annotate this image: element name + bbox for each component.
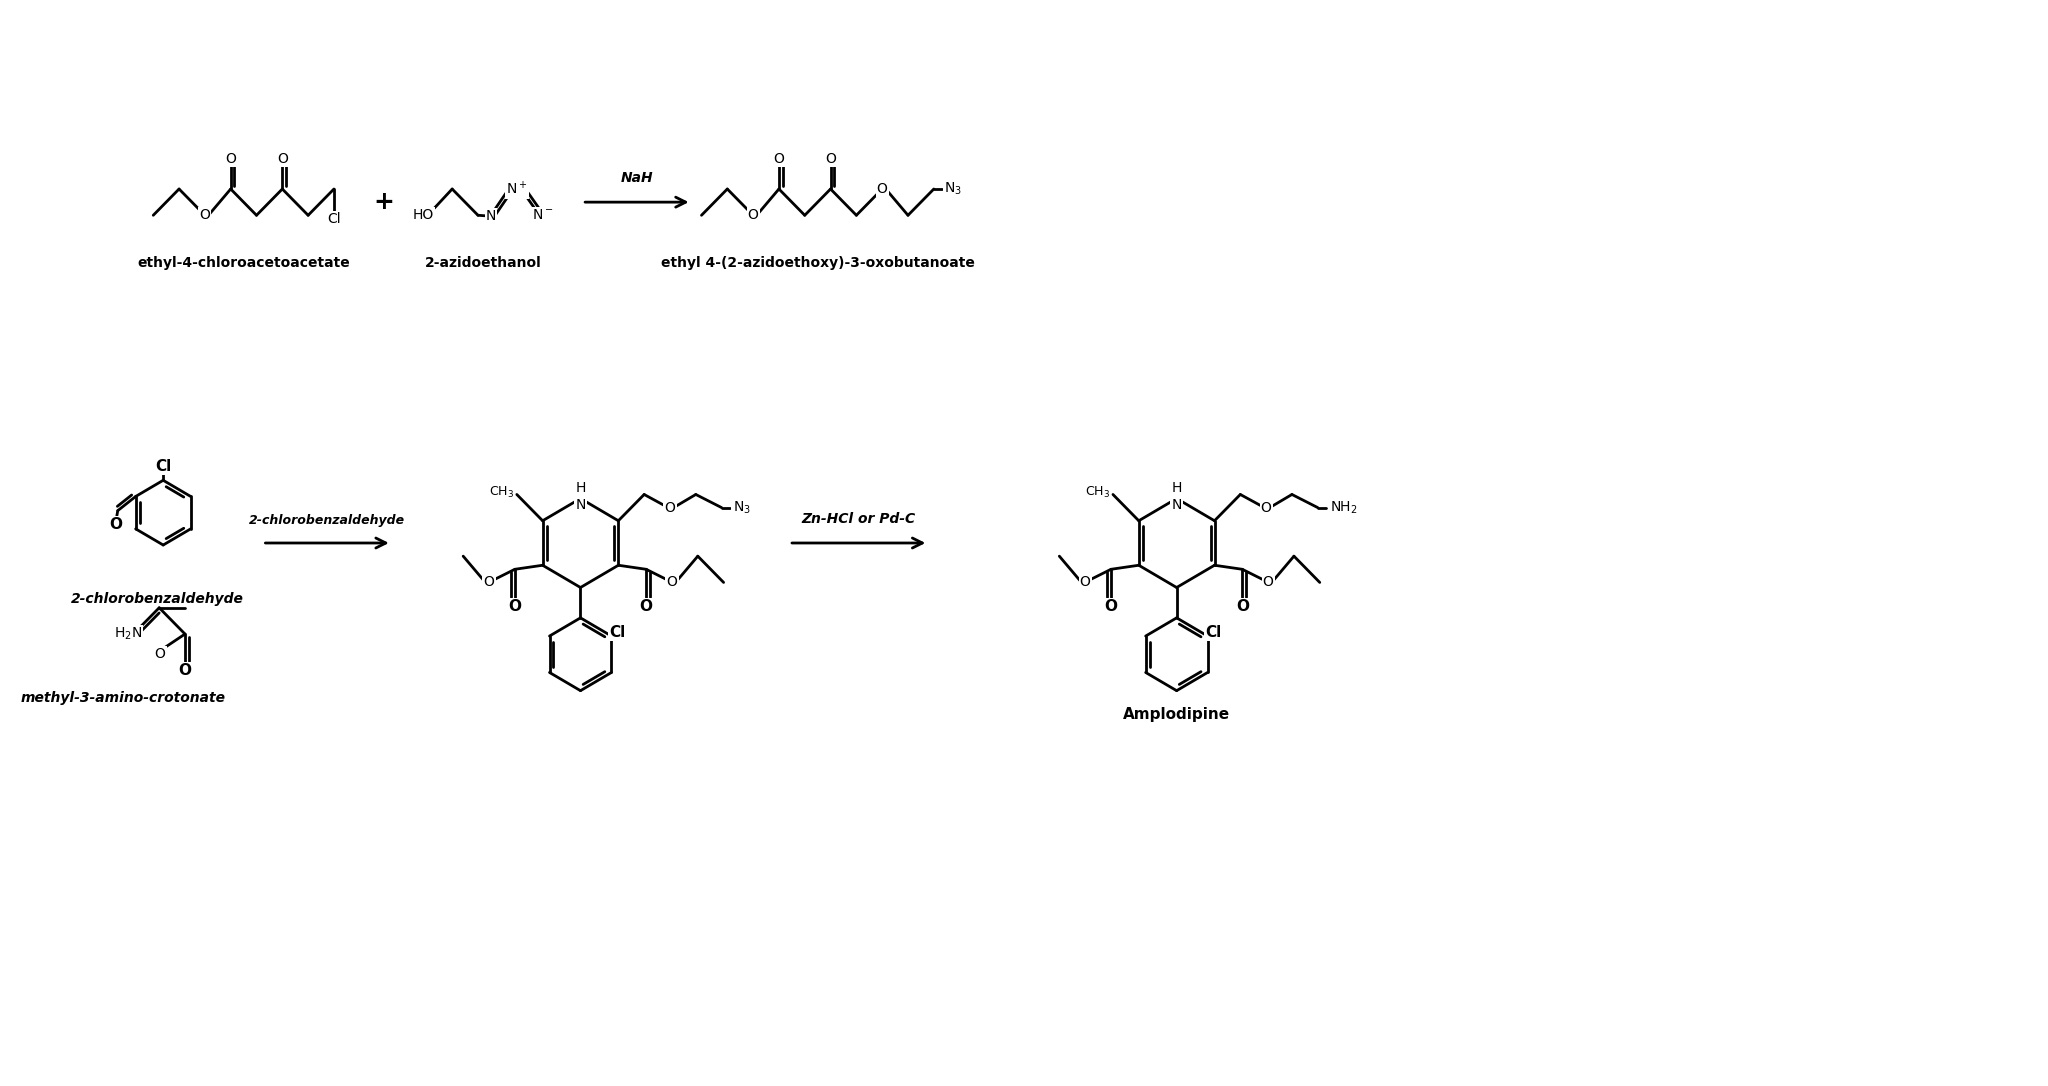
- Text: H
N: H N: [1171, 481, 1182, 512]
- Text: O: O: [156, 647, 166, 661]
- Text: CH$_3$: CH$_3$: [1085, 484, 1110, 500]
- Text: O: O: [1264, 576, 1274, 590]
- Text: O: O: [877, 182, 887, 195]
- Text: O: O: [1104, 599, 1118, 615]
- Text: O: O: [666, 576, 678, 590]
- Text: O: O: [825, 152, 836, 166]
- Text: N$_3$: N$_3$: [944, 180, 963, 198]
- Text: N: N: [485, 210, 496, 224]
- Text: O: O: [1262, 501, 1272, 515]
- Text: NaH: NaH: [621, 171, 653, 185]
- Text: N$^-$: N$^-$: [532, 209, 553, 223]
- Text: Amplodipine: Amplodipine: [1122, 707, 1231, 722]
- Text: N$_3$: N$_3$: [733, 500, 750, 516]
- Text: Cl: Cl: [1206, 624, 1223, 640]
- Text: methyl-3-amino-crotonate: methyl-3-amino-crotonate: [20, 691, 225, 705]
- Text: 2-chlorobenzaldehyde: 2-chlorobenzaldehyde: [72, 592, 244, 606]
- Text: Cl: Cl: [156, 458, 172, 473]
- Text: O: O: [1079, 576, 1092, 590]
- Text: CH$_3$: CH$_3$: [489, 484, 514, 500]
- Text: H
N: H N: [575, 481, 586, 512]
- Text: O: O: [664, 501, 676, 515]
- Text: H$_2$N: H$_2$N: [113, 626, 141, 642]
- Text: 2-azidoethanol: 2-azidoethanol: [424, 255, 541, 269]
- Text: O: O: [483, 576, 494, 590]
- Text: O: O: [508, 599, 522, 615]
- Text: Cl: Cl: [610, 624, 625, 640]
- Text: HO: HO: [414, 209, 434, 223]
- Text: +: +: [373, 190, 393, 214]
- Text: 2-chlorobenzaldehyde: 2-chlorobenzaldehyde: [250, 514, 406, 527]
- Text: O: O: [639, 599, 653, 615]
- Text: ethyl 4-(2-azidoethoxy)-3-oxobutanoate: ethyl 4-(2-azidoethoxy)-3-oxobutanoate: [662, 255, 975, 269]
- Text: ethyl-4-chloroacetoacetate: ethyl-4-chloroacetoacetate: [137, 255, 350, 269]
- Text: N$^+$: N$^+$: [506, 180, 528, 198]
- Text: NH$_2$: NH$_2$: [1329, 500, 1358, 516]
- Text: O: O: [1235, 599, 1249, 615]
- Text: O: O: [748, 209, 758, 223]
- Text: Cl: Cl: [328, 213, 340, 226]
- Text: Zn-HCl or Pd-C: Zn-HCl or Pd-C: [801, 512, 915, 526]
- Text: O: O: [178, 662, 193, 678]
- Text: O: O: [109, 517, 123, 532]
- Text: O: O: [225, 152, 236, 166]
- Text: O: O: [276, 152, 289, 166]
- Text: O: O: [774, 152, 784, 166]
- Text: O: O: [199, 209, 211, 223]
